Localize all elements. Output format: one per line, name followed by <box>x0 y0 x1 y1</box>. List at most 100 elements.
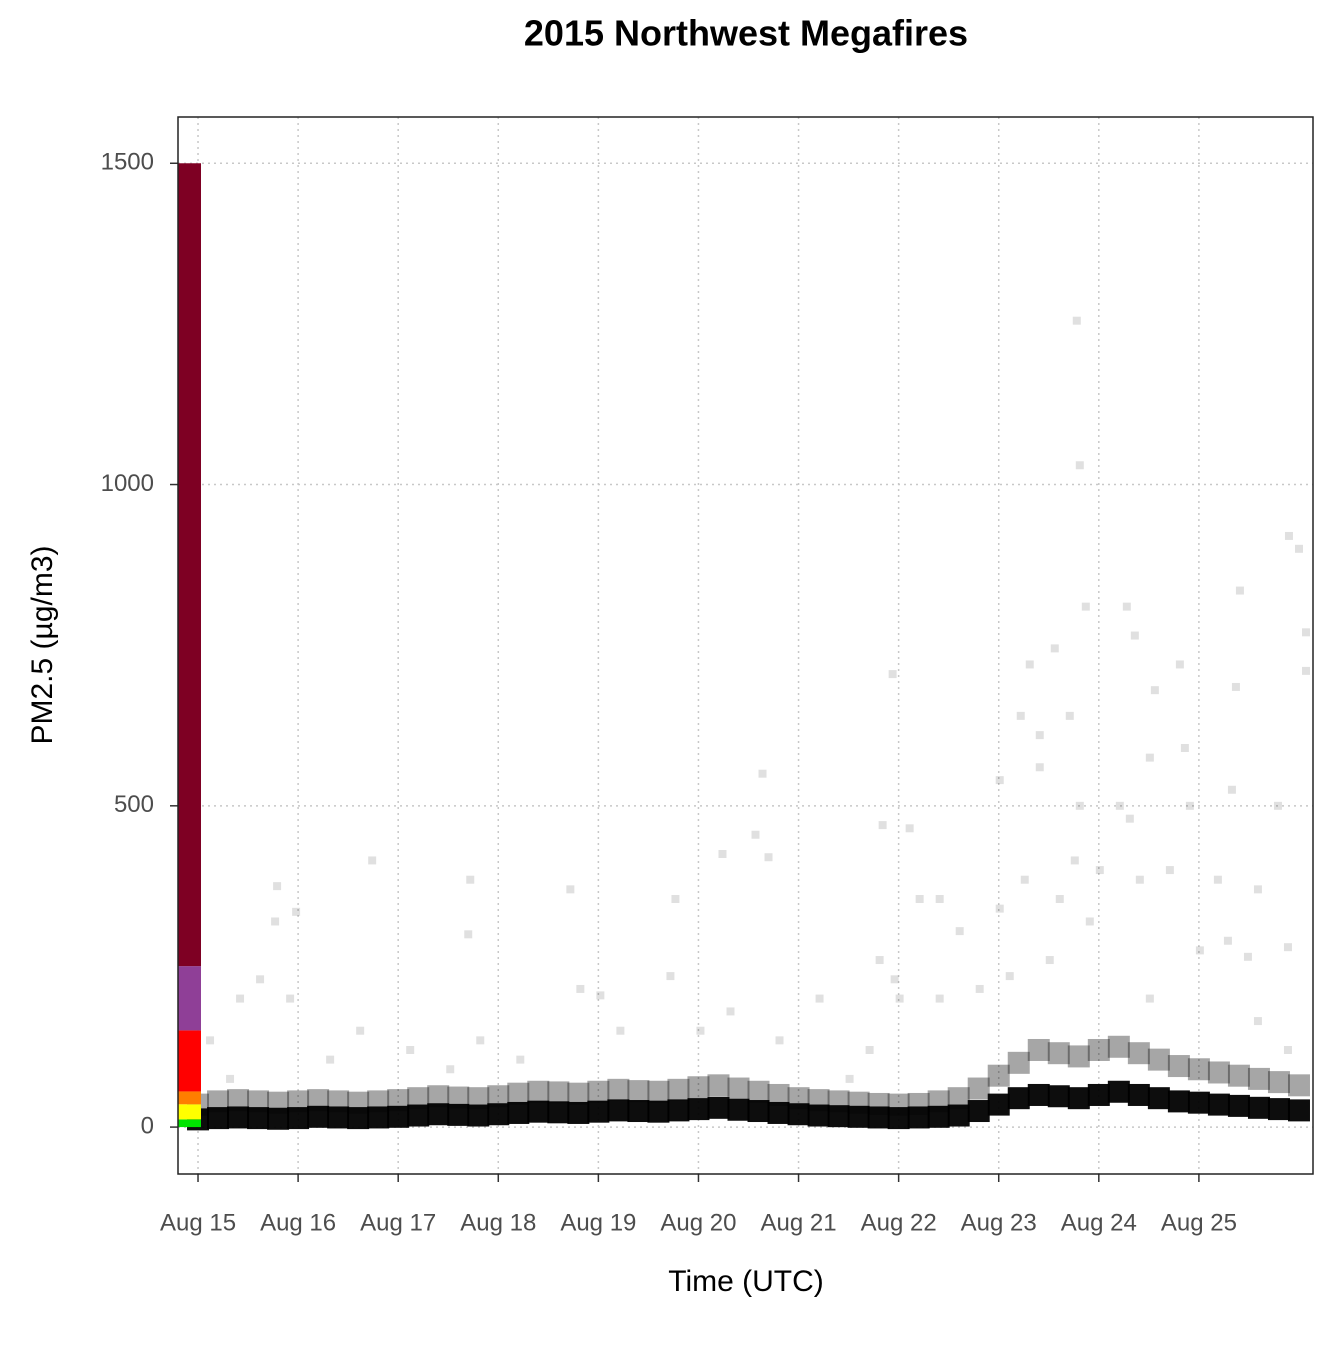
data-point <box>1081 602 1090 611</box>
data-point <box>1050 644 1059 653</box>
data-point <box>1167 1055 1190 1078</box>
data-point <box>667 1078 690 1101</box>
data-point <box>286 994 295 1003</box>
data-point <box>1135 875 1144 884</box>
data-point <box>527 1080 550 1103</box>
data-point <box>227 1089 250 1112</box>
data-point <box>292 907 301 916</box>
data-point <box>1107 1080 1130 1103</box>
data-point <box>446 1065 455 1074</box>
data-point <box>1047 1042 1070 1065</box>
data-point <box>466 875 475 884</box>
data-point <box>1227 1094 1250 1117</box>
data-point <box>273 882 282 891</box>
data-point <box>687 1076 710 1099</box>
data-point <box>935 994 944 1003</box>
data-point <box>247 1107 270 1130</box>
data-point <box>847 1105 870 1128</box>
data-point <box>267 1107 290 1130</box>
data-point <box>1231 682 1240 691</box>
data-point <box>207 1107 230 1130</box>
data-point <box>1067 1087 1090 1110</box>
data-point <box>1045 956 1054 965</box>
data-point <box>907 1106 930 1129</box>
data-point <box>1283 1045 1292 1054</box>
data-point <box>1070 856 1079 865</box>
data-point <box>576 984 585 993</box>
data-point <box>915 894 924 903</box>
data-point <box>1007 1051 1030 1074</box>
data-point <box>247 1090 270 1113</box>
data-point <box>1055 894 1064 903</box>
data-point <box>815 994 824 1003</box>
data-point <box>747 1080 770 1103</box>
data-point <box>1072 316 1081 325</box>
data-point <box>1273 801 1282 810</box>
data-point <box>1035 731 1044 740</box>
data-point <box>587 1100 610 1123</box>
data-point <box>347 1107 370 1130</box>
data-point <box>905 824 914 833</box>
data-point <box>927 1105 950 1128</box>
data-point <box>307 1089 330 1112</box>
data-point <box>845 1074 854 1083</box>
x-tick-label: Aug 15 <box>160 1209 236 1236</box>
data-point <box>447 1086 470 1109</box>
data-point <box>1147 1087 1170 1110</box>
data-point <box>464 930 473 939</box>
data-point <box>226 1074 235 1083</box>
data-point <box>516 1055 525 1064</box>
data-point <box>367 1106 390 1129</box>
data-point <box>671 894 680 903</box>
data-point <box>326 1055 335 1064</box>
data-point <box>206 1036 215 1045</box>
data-point <box>1287 1099 1310 1122</box>
data-point <box>1253 1017 1262 1026</box>
data-point <box>487 1103 510 1126</box>
data-point <box>995 776 1004 785</box>
data-point <box>1267 1071 1290 1094</box>
data-point <box>547 1081 570 1104</box>
data-point <box>947 1104 970 1127</box>
data-point <box>647 1080 670 1103</box>
data-point <box>767 1101 790 1124</box>
data-point <box>427 1103 450 1126</box>
data-point <box>878 821 887 830</box>
data-point <box>368 856 377 865</box>
data-point <box>775 1036 784 1045</box>
data-point <box>1027 1038 1050 1061</box>
aqi-band <box>178 163 201 967</box>
data-point <box>947 1087 970 1110</box>
data-point <box>1127 1083 1150 1106</box>
data-point <box>987 1093 1010 1116</box>
data-point <box>1087 1083 1110 1106</box>
data-point <box>1247 1067 1270 1090</box>
data-point <box>287 1090 310 1113</box>
data-point <box>476 1036 485 1045</box>
data-point <box>1087 1038 1110 1061</box>
x-axis-label: Time (UTC) <box>668 1265 824 1298</box>
data-point <box>1007 1087 1030 1110</box>
data-point <box>287 1107 310 1130</box>
data-point <box>1127 1042 1150 1065</box>
data-point <box>207 1090 230 1113</box>
data-point <box>987 1064 1010 1087</box>
data-point <box>507 1101 530 1124</box>
data-point <box>747 1100 770 1123</box>
data-point <box>666 972 675 981</box>
data-point <box>1284 531 1293 540</box>
data-point <box>1175 660 1184 669</box>
data-point <box>875 956 884 965</box>
y-axis-label: PM2.5 (µg/m3) <box>26 546 59 745</box>
data-point <box>1185 801 1194 810</box>
data-point <box>1145 753 1154 762</box>
data-point <box>1027 1083 1050 1106</box>
data-point <box>787 1103 810 1126</box>
data-point <box>567 1101 590 1124</box>
data-point <box>607 1078 630 1101</box>
data-point <box>1147 1048 1170 1071</box>
data-point <box>1253 885 1262 894</box>
x-tick-label: Aug 22 <box>861 1209 937 1236</box>
chart-title: 2015 Northwest Megafires <box>524 13 968 54</box>
data-point <box>1115 801 1124 810</box>
